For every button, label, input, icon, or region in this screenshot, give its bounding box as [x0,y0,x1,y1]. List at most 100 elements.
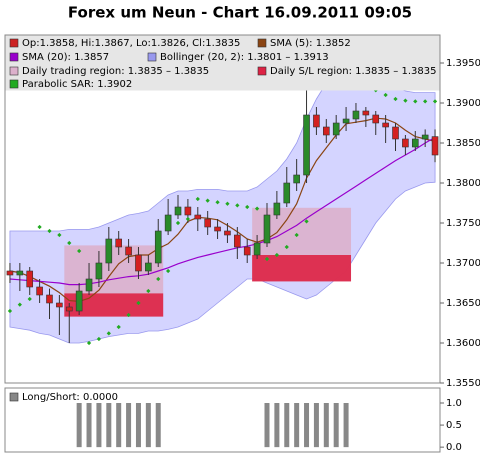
candle-body [234,234,241,248]
sar-dot [136,300,141,306]
candle-body [431,136,439,156]
legend-label: SMA (5): 1.3852 [270,38,351,49]
sar-dot [294,232,299,238]
legend-label: Parabolic SAR: 1.3902 [22,79,132,90]
long-short-bar [135,403,141,448]
sar-dot [166,268,171,274]
y-tick-label: 1.3800 [446,178,480,189]
legend-swatch [9,38,19,48]
legend-swatch [257,66,267,76]
sar-dot [254,206,260,211]
long-short-bar [323,403,329,448]
candle-body [26,270,34,288]
candle-body [85,278,93,292]
sar-dot [304,219,309,224]
candle-body [36,286,43,296]
sar-dot [274,252,279,258]
candle-body [194,214,202,220]
candle-body [362,110,370,116]
chart-title: Forex um Neun - Chart 16.09.2011 09:05 [68,4,412,22]
sar-dot [77,248,82,254]
sar-dot [245,204,250,210]
long-short-bar [274,403,280,448]
sar-dot [57,232,62,238]
candle-body [16,270,24,276]
candle-body [224,230,231,236]
long-short-bar [96,403,102,448]
y-tick-label: 0.0 [446,442,462,453]
candle-body [135,254,142,272]
y-tick-label: 0.5 [446,420,462,431]
legend-swatch [257,38,267,48]
sar-dot [37,224,42,230]
candle-body [402,138,409,148]
legend-label: Op:1.3858, Hi:1.3867, Lo:1.3826, Cl:1.38… [22,38,240,49]
candle-body [382,122,389,128]
sar-dot [146,288,151,294]
candle-body [115,238,122,248]
candle-body [105,238,113,264]
candle-body [303,114,310,176]
y-tick-label: 1.3850 [446,138,480,149]
candle-body [184,206,192,216]
candle-body [164,214,172,232]
candle-body [352,110,360,120]
candle-body [332,122,340,136]
y-tick-label: 1.3550 [446,378,480,389]
sar-dot [47,228,52,234]
legend-swatch [9,79,19,89]
legend-label: Daily S/L region: 1.3835 – 1.3835 [270,66,436,77]
candle-body [283,182,291,204]
long-short-bar [284,403,290,448]
candle-body [65,306,73,312]
candle-body [421,134,429,140]
candle-body [372,114,380,124]
legend-label: Bollinger (20, 2): 1.3801 – 1.3913 [160,52,329,63]
candle-body [313,114,320,128]
long-short-bar [264,403,270,448]
sar-dot [185,216,191,222]
candle-body [273,202,281,216]
plot-layer [6,52,439,346]
candle-body [174,206,182,216]
long-short-bar [333,403,339,448]
candle-body [125,246,132,256]
sar-dot [225,201,230,206]
sar-dot [195,196,200,202]
candle-body [293,174,300,184]
long-short-bar [343,403,349,448]
sar-dot [156,276,161,282]
legend-swatch [147,52,157,62]
sma-line [9,136,436,286]
long-short-bar [155,403,161,448]
y-tick-label: 1.3900 [446,98,480,109]
sar-dot [175,220,181,226]
candle-body [204,218,211,228]
long-short-bar [304,403,310,448]
sar-dot [215,200,220,205]
candle-body [46,294,53,304]
region [64,293,164,317]
y-tick-label: 1.3700 [446,258,480,269]
candle-body [243,246,251,256]
long-short-bar [145,403,151,448]
candle-body [95,262,103,280]
candle-body [392,126,399,140]
legend-label: Long/Short: 0.0000 [22,392,118,403]
long-short-bar [116,403,122,448]
y-tick-label: 1.0 [446,398,462,409]
candle-body [323,126,330,136]
candle-body [6,270,14,276]
legend-label: SMA (20): 1.3857 [22,52,109,63]
candle-body [214,226,221,232]
candle-body [411,138,419,148]
candle-body [154,230,162,264]
sar-dot [264,256,270,262]
y-tick-label: 1.3650 [446,298,480,309]
candle-body [342,118,350,124]
long-short-bar [76,403,82,448]
legend-label: Daily trading region: 1.3835 – 1.3835 [22,66,209,77]
legend-swatch [9,52,19,62]
y-tick-label: 1.3750 [446,218,480,229]
